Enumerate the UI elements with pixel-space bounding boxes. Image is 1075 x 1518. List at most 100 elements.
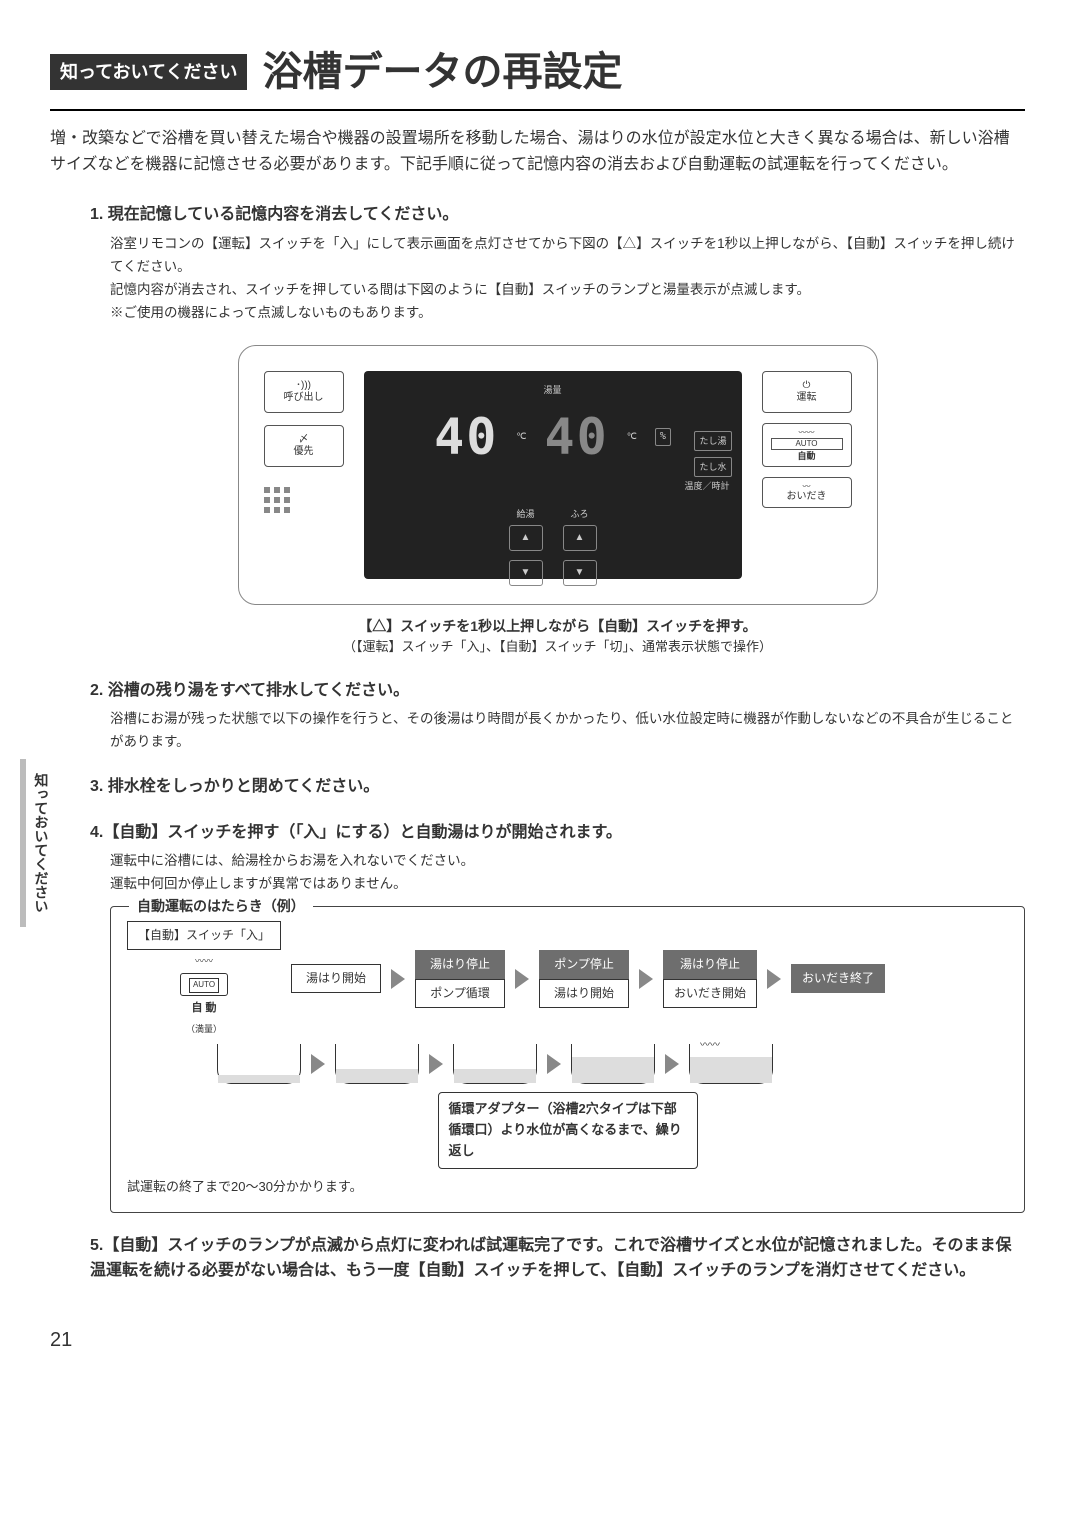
- page-title: 浴槽データの再設定: [262, 40, 622, 104]
- step-1-line1: 浴室リモコンの【運転】スイッチを「入」にして表示画面を点灯させてから下図の【△】…: [110, 233, 1025, 279]
- lcd-row2: 給湯 ▲ ▼ ふろ ▲ ▼: [376, 507, 730, 585]
- step-1: 1. 現在記憶している記憶内容を消去してください。 浴室リモコンの【運転】スイッ…: [90, 202, 1025, 658]
- auto-label-jp: 自動: [765, 451, 849, 462]
- flow-b3a: ポンプ停止: [539, 950, 629, 979]
- lcd-temp2: 40: [544, 397, 608, 477]
- step-3: 3. 排水栓をしっかりと閉めてください。: [90, 774, 1025, 800]
- arrow-icon: [429, 1054, 443, 1074]
- oidaki-button: 〰 おいだき: [762, 477, 852, 509]
- auto-label-en: AUTO: [771, 438, 843, 450]
- step-4-line2: 運転中何回か停止しますが異常ではありません。: [110, 873, 1025, 896]
- remote-caption: 【△】スイッチを1秒以上押しながら【自動】スイッチを押す。: [90, 615, 1025, 637]
- flow-row-top: 【自動】スイッチ「入」 〰〰 AUTO 自 動 （満量） 湯はり開始 湯はり停止…: [127, 921, 1008, 1036]
- flow-b3b: 湯はり開始: [539, 979, 629, 1008]
- lcd-sub-label: 温度／時計: [376, 479, 730, 493]
- step-4-line1: 運転中に浴槽には、給湯栓からお湯を入れないでください。: [110, 850, 1025, 873]
- down-arrow-icon: ▼: [509, 560, 543, 586]
- arrow-icon: [665, 1054, 679, 1074]
- priority-icon: 〆: [267, 434, 341, 446]
- header-badge: 知っておいてください: [50, 54, 247, 91]
- auto-sub: （満量）: [186, 1022, 222, 1036]
- arrow-icon: [639, 969, 653, 989]
- auto-flow-title: 自動運転のはたらき（例）: [129, 895, 313, 917]
- remote-diagram: ･))) 呼び出し 〆 優先 湯量 40 ℃: [238, 345, 878, 605]
- tub-icon: [335, 1044, 419, 1084]
- intro-text: 増・改築などで浴槽を買い替えた場合や機器の設置場所を移動した場合、湯はりの水位が…: [50, 126, 1025, 177]
- lcd-temp1: 40: [434, 397, 498, 477]
- step-1-line3: ※ご使用の機器によって点滅しないものもあります。: [110, 302, 1025, 325]
- lcd-side-boxes: たし湯 たし水: [694, 431, 731, 478]
- step-4-body: 運転中に浴槽には、給湯栓からお湯を入れないでください。 運転中何回か停止しますが…: [90, 850, 1025, 896]
- arrow-icon: [547, 1054, 561, 1074]
- auto-btn-small: AUTO: [180, 973, 228, 997]
- remote-left-col: ･))) 呼び出し 〆 優先: [264, 371, 344, 579]
- step-4: 4.【自動】スイッチを押す（「入」にする）と自動湯はりが開始されます。 運転中に…: [90, 820, 1025, 1213]
- lcd-temps: 40 ℃ 40 ℃ %: [376, 397, 730, 477]
- step-3-title: 3. 排水栓をしっかりと閉めてください。: [90, 774, 1025, 800]
- step-5-title: 5.【自動】スイッチのランプが点滅から点灯に変われば試運転完了です。これで浴槽サ…: [90, 1233, 1025, 1284]
- priority-label: 優先: [267, 446, 341, 458]
- auto-switch-col: 【自動】スイッチ「入」 〰〰 AUTO 自 動 （満量）: [127, 921, 281, 1036]
- loop-label: 循環アダプター（浴槽2穴タイプは下部循環口）より水位が高くなるまで、繰り返し: [438, 1092, 698, 1168]
- step-4-title: 4.【自動】スイッチを押す（「入」にする）と自動湯はりが開始されます。: [90, 820, 1025, 846]
- remote-right-col: ⏻ 運転 〰〰 AUTO 自動 〰 おいだき: [762, 371, 852, 579]
- unten-button: ⏻ 運転: [762, 371, 852, 413]
- auto-jp: 自 動: [191, 1000, 216, 1018]
- arrow-icon: [391, 969, 405, 989]
- lcd-unit1: ℃: [516, 430, 526, 444]
- up-arrow-icon-2: ▲: [563, 525, 597, 551]
- power-icon: ⏻: [765, 380, 849, 392]
- auto-switch-label: 【自動】スイッチ「入」: [127, 921, 281, 950]
- tashimizu-label: たし水: [694, 457, 731, 477]
- priority-button: 〆 優先: [264, 425, 344, 467]
- up-arrow-icon: ▲: [509, 525, 543, 551]
- sound-icon: ･))): [267, 380, 341, 392]
- flow-stack-3: ポンプ停止 湯はり開始: [539, 950, 629, 1008]
- arrow-icon: [767, 969, 781, 989]
- kyutou-label: 給湯: [516, 507, 534, 521]
- remote-subcaption: （【運転】スイッチ「入」、【自動】スイッチ「切」、通常表示状態で操作）: [90, 637, 1025, 658]
- unten-label: 運転: [765, 392, 849, 404]
- page-header: 知っておいてください 浴槽データの再設定: [50, 40, 1025, 111]
- flow-stack-2: 湯はり停止 ポンプ循環: [415, 950, 505, 1008]
- auto-button: 〰〰 AUTO 自動: [762, 423, 852, 467]
- auto-en: AUTO: [189, 978, 219, 993]
- flow-b2a: 湯はり停止: [415, 950, 505, 979]
- step-2-title: 2. 浴槽の残り湯をすべて排水してください。: [90, 678, 1025, 704]
- flow-b4b: おいだき開始: [663, 979, 757, 1008]
- tub-icon: [453, 1044, 537, 1084]
- arrow-icon: [311, 1054, 325, 1074]
- down-arrow-icon-2: ▼: [563, 560, 597, 586]
- tub-icon: 〰〰: [689, 1044, 773, 1084]
- lcd-pct: %: [655, 428, 671, 446]
- steps-list: 1. 現在記憶している記憶内容を消去してください。 浴室リモコンの【運転】スイッ…: [50, 202, 1025, 1284]
- lcd-top-label: 湯量: [376, 383, 730, 397]
- page-number: 21: [50, 1324, 1025, 1356]
- flow-b2b: ポンプ循環: [415, 979, 505, 1008]
- step-2-body: 浴槽にお湯が残った状態で以下の操作を行うと、その後湯はり時間が長くかかったり、低…: [90, 708, 1025, 754]
- step-5: 5.【自動】スイッチのランプが点滅から点灯に変われば試運転完了です。これで浴槽サ…: [90, 1233, 1025, 1284]
- step-2: 2. 浴槽の残り湯をすべて排水してください。 浴槽にお湯が残った状態で以下の操作…: [90, 678, 1025, 754]
- call-label: 呼び出し: [267, 392, 341, 404]
- side-tab: 知っておいてください: [20, 759, 56, 927]
- speaker-dots-icon: [264, 487, 344, 513]
- oidaki-label: おいだき: [787, 491, 827, 502]
- flow-b5: おいだき終了: [791, 964, 885, 993]
- lcd-unit2: ℃: [627, 430, 637, 444]
- step-1-line2: 記憶内容が消去され、スイッチを押している間は下図のように【自動】スイッチのランプ…: [110, 279, 1025, 302]
- tub-row: 〰〰: [127, 1044, 1008, 1084]
- tashiyu-label: たし湯: [694, 431, 731, 451]
- remote-lcd: 湯量 40 ℃ 40 ℃ % 温度／時計 給湯 ▲ ▼: [364, 371, 742, 579]
- furo-label: ふろ: [570, 507, 588, 521]
- tub-icon: [217, 1044, 301, 1084]
- flow-b4a: 湯はり停止: [663, 950, 757, 979]
- step-1-body: 浴室リモコンの【運転】スイッチを「入」にして表示画面を点灯させてから下図の【△】…: [90, 233, 1025, 325]
- auto-flow-box: 自動運転のはたらき（例） 【自動】スイッチ「入」 〰〰 AUTO 自 動 （満量…: [110, 906, 1025, 1212]
- tub-icon: [571, 1044, 655, 1084]
- flow-stack-4: 湯はり停止 おいだき開始: [663, 950, 757, 1008]
- step-1-title: 1. 現在記憶している記憶内容を消去してください。: [90, 202, 1025, 228]
- flow-b1: 湯はり開始: [291, 964, 381, 993]
- auto-flow-footnote: 試運転の終了まで20〜30分かかります。: [127, 1177, 1008, 1198]
- call-button: ･))) 呼び出し: [264, 371, 344, 413]
- arrow-icon: [515, 969, 529, 989]
